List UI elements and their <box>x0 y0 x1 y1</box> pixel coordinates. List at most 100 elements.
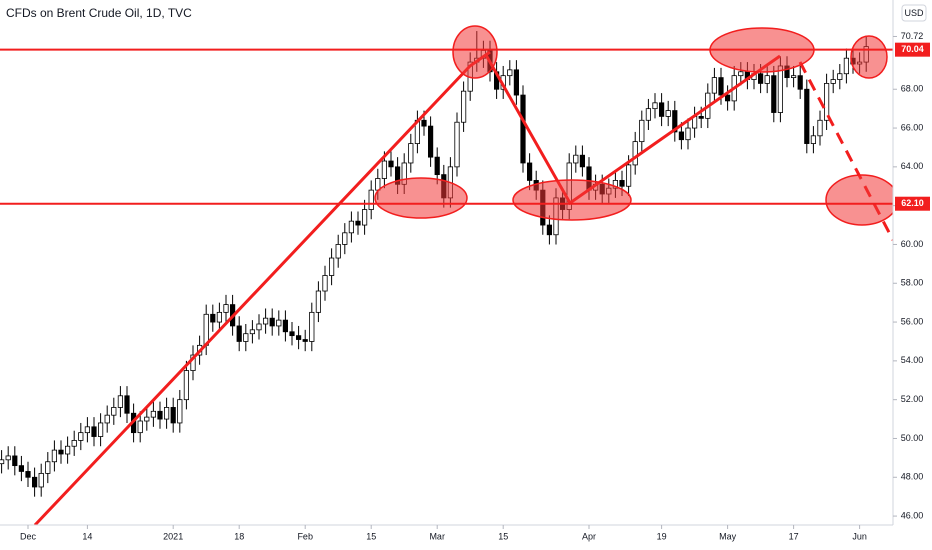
candle-body <box>328 257 335 276</box>
candle-body <box>777 65 784 113</box>
candle-body <box>810 135 817 144</box>
candle-body <box>5 455 11 461</box>
candle-body <box>804 88 810 144</box>
candle-body <box>315 290 322 313</box>
currency-label: USD <box>904 8 924 18</box>
x-tick-label: Mar <box>429 531 445 541</box>
candle-body <box>513 69 520 96</box>
candle-body <box>427 125 434 158</box>
candle-body <box>249 329 255 335</box>
candle-body <box>262 317 269 325</box>
x-tick-label: 17 <box>789 531 799 541</box>
candle-body <box>157 410 163 420</box>
level-label-box <box>895 196 930 211</box>
candle-body <box>546 224 553 236</box>
candle-body <box>361 209 368 226</box>
candle-body <box>84 426 90 434</box>
level-label: 62.10 <box>901 198 924 208</box>
candle-body <box>295 335 302 340</box>
candle-body <box>144 416 150 422</box>
y-tick-label: 58.00 <box>901 278 924 288</box>
level-label: 70.04 <box>901 44 924 54</box>
y-tick-label: 46.00 <box>901 510 924 520</box>
highlight-oval <box>452 25 498 79</box>
candle-body <box>256 323 262 331</box>
candle-body <box>460 90 467 123</box>
y-tick-label: 64.00 <box>901 161 924 171</box>
candle-body <box>355 220 361 226</box>
chart-title: CFDs on Brent Crude Oil, 1D, TVC <box>6 6 192 20</box>
x-tick-label: Apr <box>582 531 596 541</box>
highlight-oval <box>374 177 468 219</box>
candle-body <box>32 476 38 488</box>
candle-body <box>830 79 836 84</box>
candle-body <box>38 472 44 488</box>
y-tick-label: 70.72 <box>901 31 924 41</box>
candle-body <box>698 116 704 119</box>
candle-body <box>368 189 374 210</box>
y-tick-label: 56.00 <box>901 316 924 326</box>
time-axis-panel <box>0 525 893 550</box>
candle-body <box>243 333 249 342</box>
candle-body <box>507 69 513 77</box>
candle-body <box>771 75 777 113</box>
candle-body <box>137 420 143 434</box>
candle-body <box>276 319 282 327</box>
candle-body <box>71 440 77 447</box>
candle-body <box>0 459 5 465</box>
x-tick-label: Feb <box>297 531 313 541</box>
candle-body <box>302 339 308 342</box>
candle-body <box>421 119 427 127</box>
y-tick-label: 50.00 <box>901 433 924 443</box>
candle-body <box>216 311 222 323</box>
candle-body <box>12 455 18 467</box>
candle-body <box>150 410 156 418</box>
candle-body <box>520 94 526 164</box>
candle-body <box>408 143 414 164</box>
candle-body <box>170 407 176 424</box>
axes: 46.00 48.00 50.00 52.00 54.00 56.00 58.00 60.00… <box>20 31 930 541</box>
candle-body <box>685 127 691 141</box>
candle-body <box>381 160 388 179</box>
candle-body <box>619 180 625 187</box>
candle-body <box>104 414 110 424</box>
y-tick-label: 52.00 <box>901 394 924 404</box>
y-tick-label: 60.00 <box>901 239 924 249</box>
candle-body <box>223 304 229 313</box>
candle-body <box>626 164 632 187</box>
candle-body <box>388 160 394 168</box>
candle-body <box>725 94 731 102</box>
candle-body <box>718 77 724 96</box>
candle-body <box>65 445 71 455</box>
candle-body <box>454 121 460 168</box>
candle-body <box>632 141 638 166</box>
candle-body <box>791 75 797 79</box>
x-tick-label: 2021 <box>163 531 183 541</box>
candle-body <box>117 395 123 408</box>
candle-body <box>527 162 533 181</box>
highlight-oval <box>850 35 888 79</box>
x-tick-label: 15 <box>498 531 508 541</box>
candle-body <box>78 432 84 441</box>
candle-body <box>45 461 51 474</box>
y-tick-label: 66.00 <box>901 122 924 132</box>
candle-body <box>342 232 348 245</box>
highlight-oval <box>512 179 632 221</box>
candle-body <box>98 422 104 437</box>
candle-body <box>236 325 242 342</box>
candle-body <box>843 57 850 75</box>
candle-body <box>190 354 196 371</box>
x-tick-label: 19 <box>657 531 667 541</box>
x-tick-label: 15 <box>366 531 376 541</box>
candle-body <box>51 449 58 463</box>
candle-body <box>18 465 25 472</box>
candle-body <box>322 275 328 292</box>
candle-body <box>289 331 295 337</box>
candle-body <box>645 108 652 121</box>
candle-body <box>659 102 665 117</box>
currency-box[interactable] <box>901 4 927 22</box>
candle-body <box>797 75 803 90</box>
x-tick-label: 14 <box>82 531 92 541</box>
candle-body <box>177 399 183 424</box>
